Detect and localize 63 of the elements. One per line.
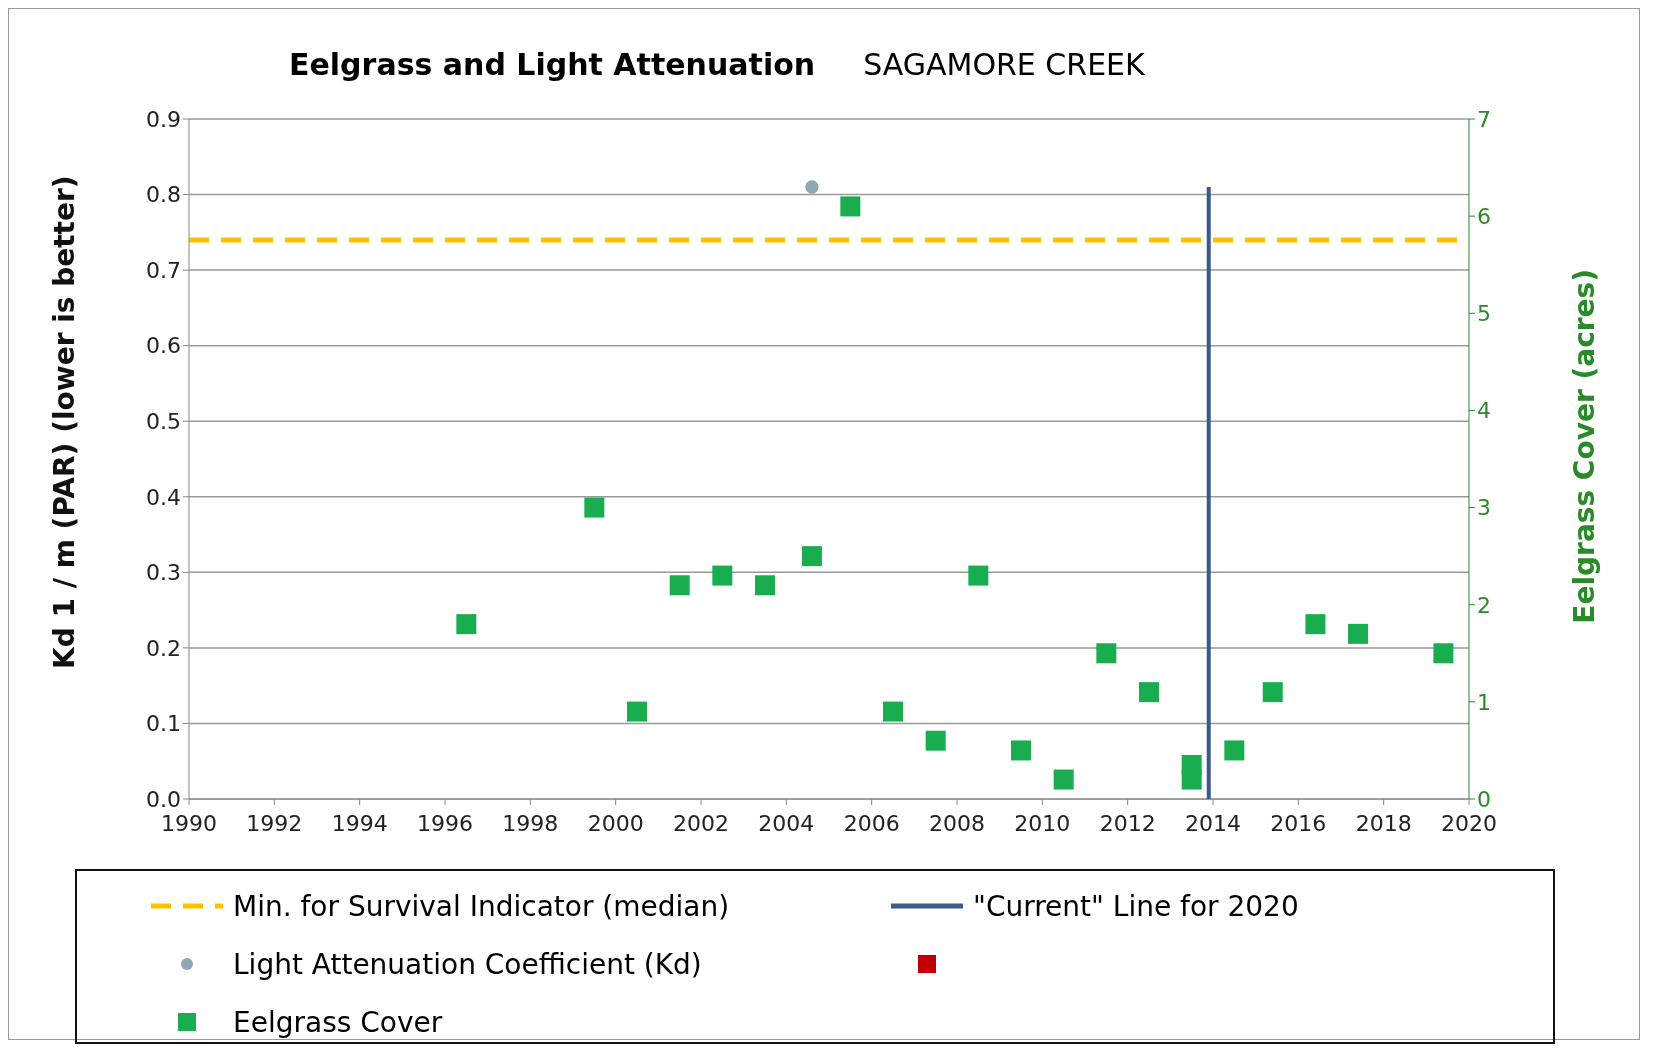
y2-tick-label: 1 xyxy=(1477,689,1491,715)
x-tick-label: 2000 xyxy=(587,810,644,836)
x-tick-label: 2004 xyxy=(758,810,815,836)
legend-label: Light Attenuation Coefficient (Kd) xyxy=(233,947,702,981)
y2-tick-label: 6 xyxy=(1477,203,1491,229)
point xyxy=(1053,769,1074,790)
y-tick-label: 0.9 xyxy=(146,106,181,132)
point xyxy=(968,565,989,586)
point xyxy=(1139,682,1159,703)
y-tick-label: 0.3 xyxy=(146,560,181,586)
point xyxy=(1262,682,1283,703)
point xyxy=(1181,769,1202,790)
x-tick-label: 2010 xyxy=(1014,810,1071,836)
point xyxy=(584,497,605,518)
y-tick-label: 0.5 xyxy=(146,409,181,435)
point xyxy=(456,614,477,635)
y-tick-label: 0.4 xyxy=(146,484,181,510)
point xyxy=(1096,643,1117,664)
x-tick-label: 2016 xyxy=(1270,810,1327,836)
point xyxy=(1348,623,1369,644)
x-tick-label: 2012 xyxy=(1099,810,1156,836)
y-axis-title: Kd 1 / m (PAR) (lower is better) xyxy=(47,175,81,669)
y-tick-label: 0.7 xyxy=(146,257,181,283)
x-tick-label: 1990 xyxy=(161,810,217,836)
point xyxy=(801,546,822,567)
point xyxy=(1011,740,1031,761)
point xyxy=(1224,740,1245,761)
x-tick-label: 2008 xyxy=(929,810,985,836)
legend-label: "Current" Line for 2020 xyxy=(973,889,1299,923)
y2-tick-label: 7 xyxy=(1477,106,1491,132)
chart-subtitle: SAGAMORE CREEK xyxy=(863,47,1145,82)
point xyxy=(925,730,946,751)
y-tick-label: 0.2 xyxy=(146,635,181,661)
x-tick-label: 1992 xyxy=(246,810,303,836)
point xyxy=(669,575,690,596)
x-tick-label: 2018 xyxy=(1355,810,1412,836)
y2-tick-label: 4 xyxy=(1477,398,1491,424)
point xyxy=(840,196,861,217)
point xyxy=(627,701,647,722)
x-tick-label: 2002 xyxy=(673,810,729,836)
x-tick-label: 1998 xyxy=(502,810,559,836)
y-tick-label: 0.1 xyxy=(146,711,181,737)
y2-tick-label: 3 xyxy=(1477,495,1491,521)
y2-tick-label: 5 xyxy=(1477,301,1491,327)
chart-title: Eelgrass and Light Attenuation xyxy=(289,47,816,82)
x-tick-label: 1996 xyxy=(417,810,473,836)
point xyxy=(755,575,775,596)
x-tick-label: 2006 xyxy=(843,810,900,836)
x-tick-label: 1994 xyxy=(331,810,388,836)
y2-tick-label: 2 xyxy=(1477,592,1491,618)
point xyxy=(712,565,733,586)
y2-axis-title: Eelgrass Cover (acres) xyxy=(1567,269,1601,624)
point xyxy=(883,701,903,722)
y-tick-label: 0.6 xyxy=(146,333,181,359)
y-tick-label: 0.0 xyxy=(146,786,181,812)
y2-tick-label: 0 xyxy=(1477,786,1491,812)
y-tick-label: 0.8 xyxy=(146,182,181,208)
point xyxy=(1305,614,1326,635)
legend-label: Eelgrass Cover xyxy=(233,1005,443,1039)
point xyxy=(1433,643,1454,664)
x-tick-label: 2020 xyxy=(1441,810,1497,836)
x-tick-label: 2014 xyxy=(1185,810,1241,836)
legend-label: Min. for Survival Indicator (median) xyxy=(233,889,730,923)
